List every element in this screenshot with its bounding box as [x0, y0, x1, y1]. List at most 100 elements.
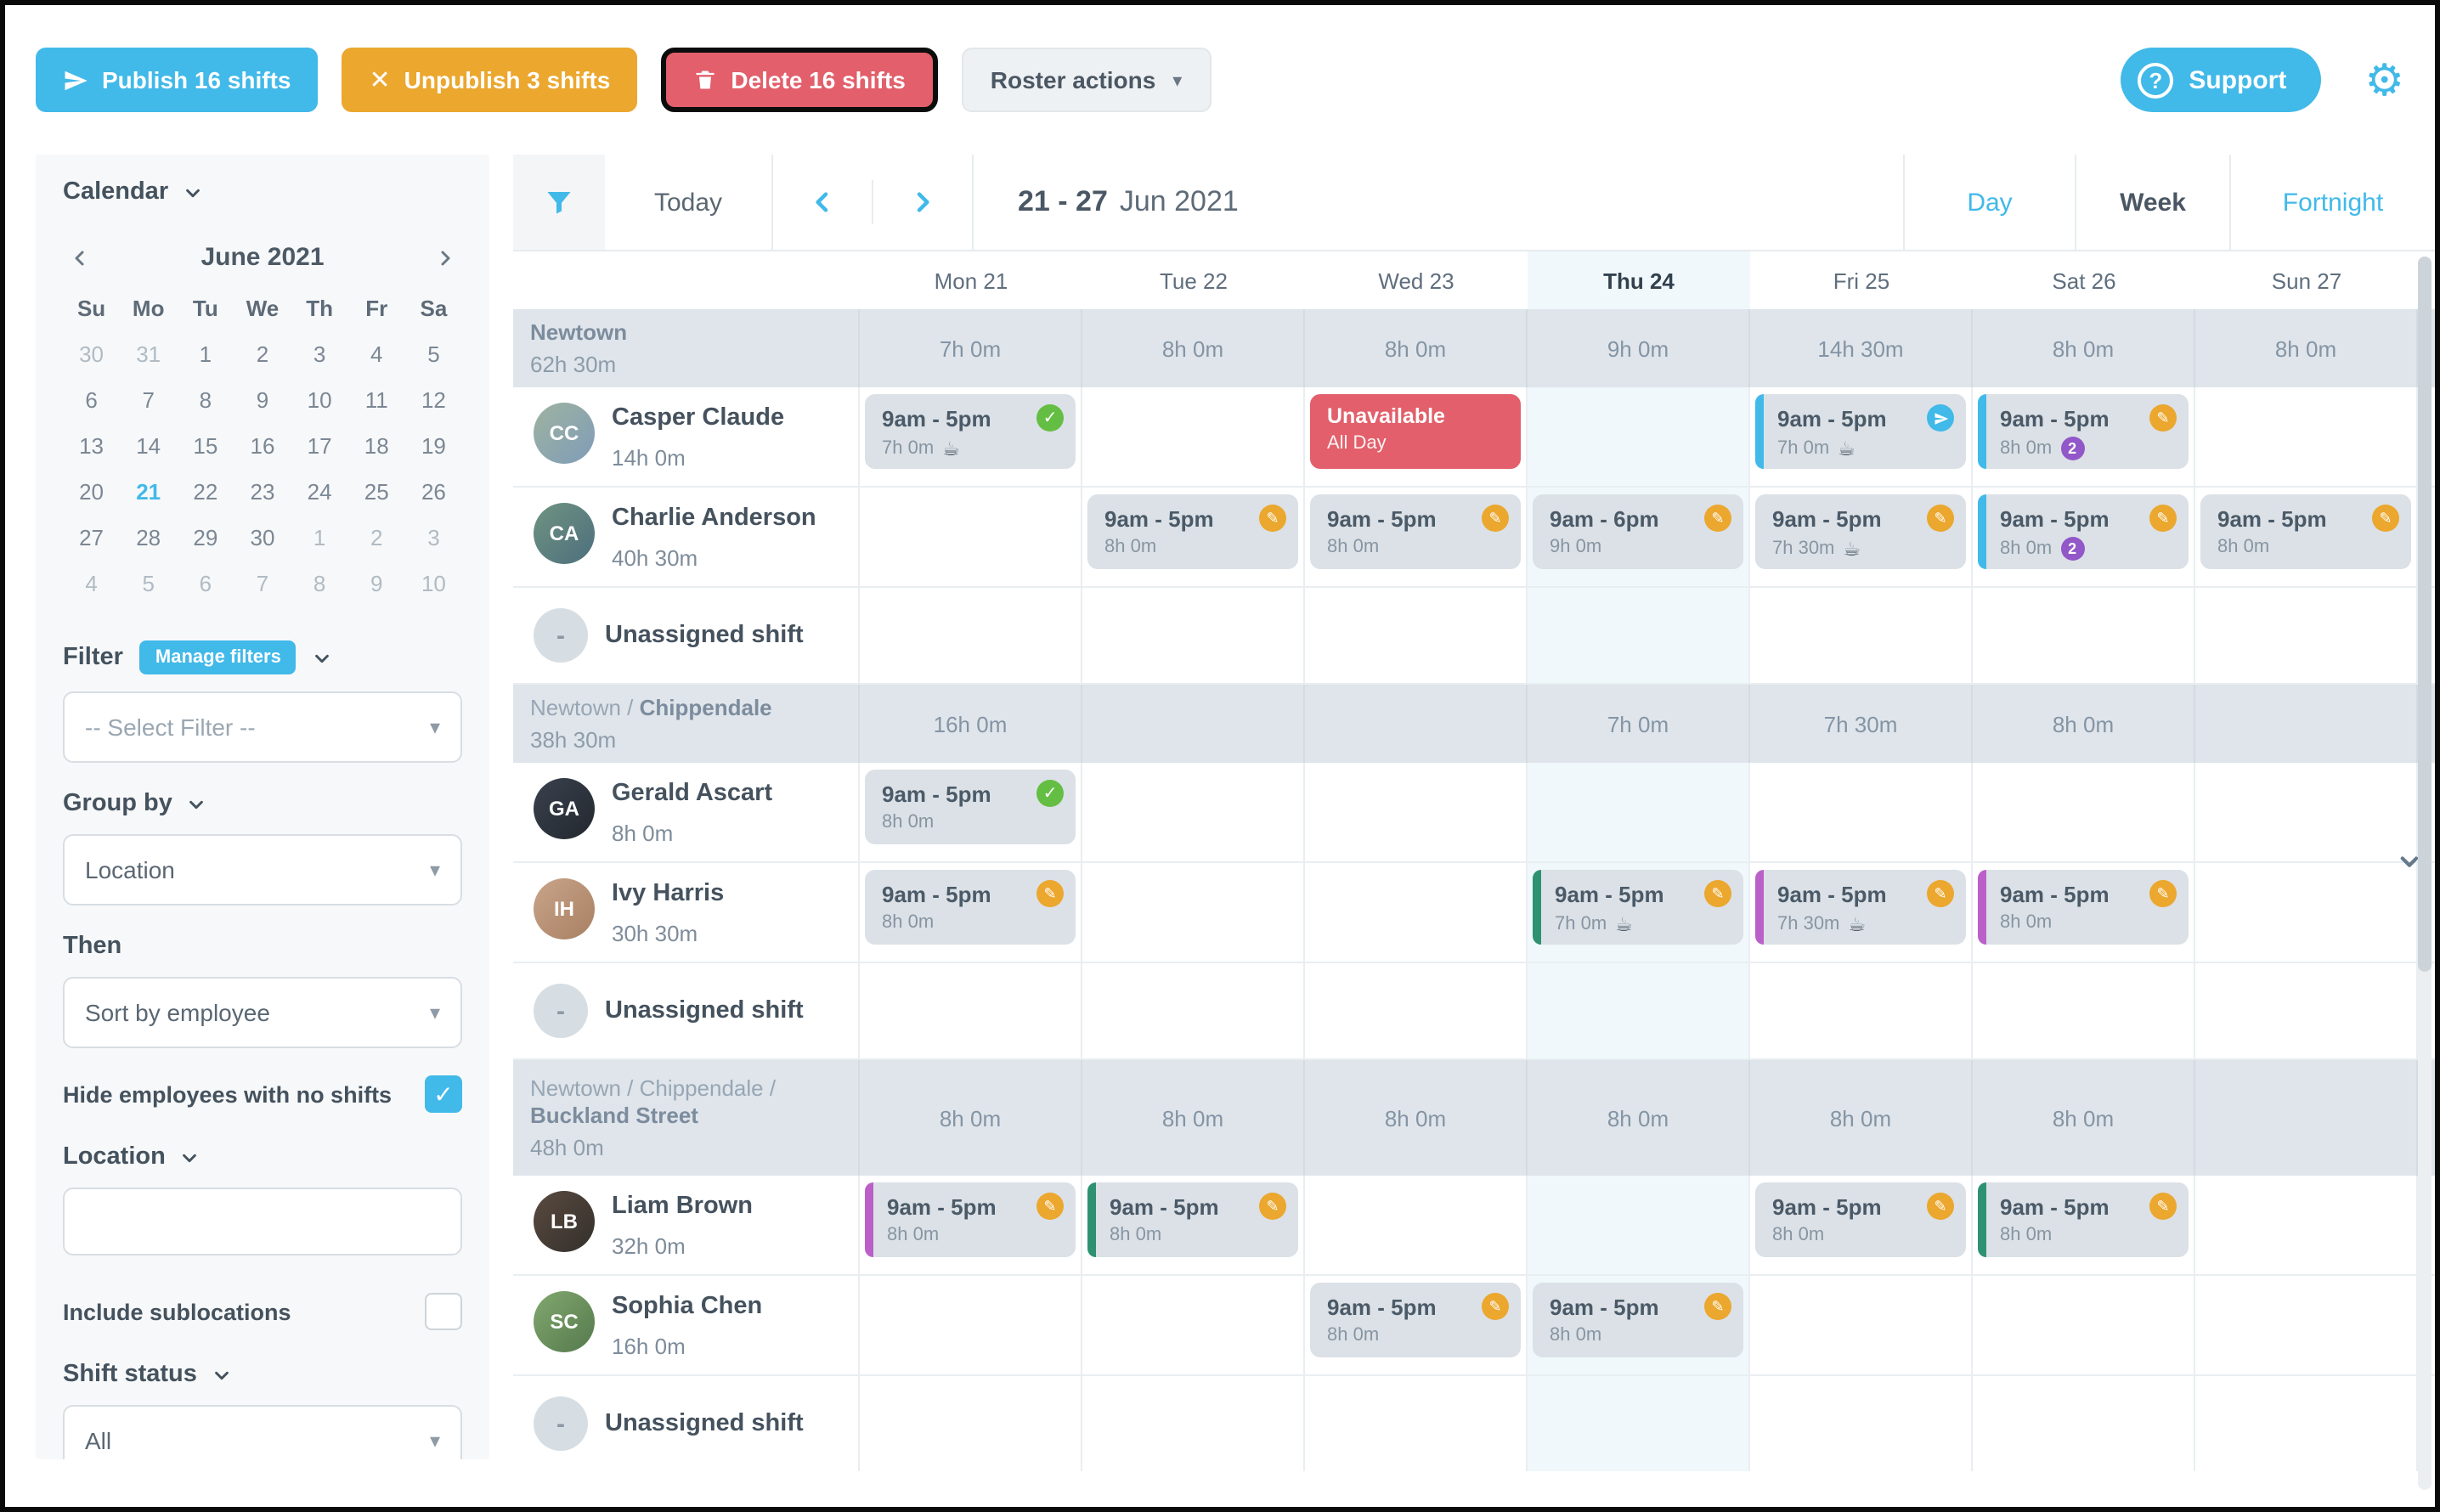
shift-cell[interactable] — [1750, 1276, 1973, 1374]
scrollbar-thumb[interactable] — [2418, 257, 2432, 973]
mini-calendar-day[interactable]: 5 — [427, 341, 440, 367]
manage-filters-button[interactable]: Manage filters — [139, 640, 297, 674]
mini-calendar-day[interactable]: 28 — [136, 525, 161, 550]
shift-cell[interactable] — [1973, 963, 2195, 1058]
shift-cell[interactable]: 9am - 5pm ✎ 8h 0m — [1082, 488, 1305, 586]
shift-cell[interactable] — [1973, 763, 2195, 861]
mini-calendar-day[interactable]: 17 — [307, 433, 332, 459]
mini-calendar-day[interactable]: 7 — [142, 387, 155, 413]
mini-calendar-day[interactable]: 31 — [136, 341, 161, 367]
view-tab-day[interactable]: Day — [1903, 155, 2075, 250]
shift-card[interactable]: 9am - 5pm ✎ 7h 30m ☕ — [1755, 870, 1966, 945]
hide-no-shifts-checkbox[interactable]: ✓ — [425, 1075, 462, 1113]
shift-cell[interactable]: 9am - 5pm ✓ 7h 0m ☕ — [860, 387, 1082, 486]
mini-calendar-day[interactable]: 4 — [370, 341, 383, 367]
shift-cell[interactable] — [1973, 1276, 2195, 1374]
mini-calendar-day[interactable]: 8 — [199, 387, 212, 413]
mini-calendar-day[interactable]: 22 — [193, 479, 218, 505]
calendar-section-toggle[interactable]: Calendar — [63, 178, 462, 206]
mini-calendar-day[interactable]: 4 — [85, 571, 98, 596]
shift-cell[interactable] — [1750, 588, 1973, 683]
mini-calendar-day[interactable]: 25 — [364, 479, 389, 505]
shift-cell[interactable] — [860, 588, 1082, 683]
shift-cell[interactable] — [1528, 1176, 1750, 1274]
shift-cell[interactable]: 9am - 5pm ✎ 8h 0m — [860, 863, 1082, 962]
shift-cell[interactable] — [2195, 763, 2418, 861]
shift-card[interactable]: 9am - 5pm ✎ 7h 30m ☕ — [1755, 494, 1966, 569]
include-sublocations-checkbox[interactable] — [425, 1293, 462, 1330]
mini-calendar-day[interactable]: 24 — [307, 479, 332, 505]
shift-cell[interactable] — [2195, 588, 2418, 683]
shift-cell[interactable] — [1528, 1376, 1750, 1471]
shift-cell[interactable] — [1305, 1376, 1528, 1471]
vertical-scrollbar[interactable] — [2418, 257, 2432, 1490]
shift-cell[interactable]: 9am - 5pm ✓ 8h 0m — [860, 763, 1082, 861]
shift-card[interactable]: 9am - 5pm ✎ 8h 0m — [865, 870, 1076, 945]
mini-calendar-day[interactable]: 6 — [199, 571, 212, 596]
view-tab-fortnight[interactable]: Fortnight — [2229, 155, 2435, 250]
delete-shifts-button[interactable]: Delete 16 shifts — [661, 48, 938, 112]
shift-cell[interactable] — [1082, 1376, 1305, 1471]
shift-cell[interactable] — [2195, 1376, 2418, 1471]
shift-cell[interactable]: 9am - 5pm ✎ 7h 0m ☕ — [1528, 863, 1750, 962]
shift-cell[interactable] — [1750, 763, 1973, 861]
shift-card[interactable]: 9am - 5pm ✎ 8h 0m — [1310, 494, 1521, 569]
mini-calendar-day[interactable]: 9 — [370, 571, 383, 596]
shift-cell[interactable] — [2195, 387, 2418, 486]
roster-actions-button[interactable]: Roster actions ▾ — [961, 48, 1212, 112]
shift-cell[interactable] — [860, 963, 1082, 1058]
shift-card[interactable]: 9am - 6pm ✎ 9h 0m — [1533, 494, 1743, 569]
shift-cell[interactable] — [1305, 963, 1528, 1058]
mini-calendar-prev-button[interactable] — [70, 247, 90, 268]
shift-cell[interactable] — [1082, 1276, 1305, 1374]
shift-cell[interactable] — [1082, 963, 1305, 1058]
shift-status-section-toggle[interactable]: Shift status — [63, 1361, 462, 1388]
shift-cell[interactable] — [2195, 1176, 2418, 1274]
mini-calendar-next-button[interactable] — [435, 247, 455, 268]
shift-cell[interactable] — [1750, 963, 1973, 1058]
mini-calendar-day[interactable]: 9 — [256, 387, 269, 413]
publish-shifts-button[interactable]: Publish 16 shifts — [36, 48, 319, 112]
shift-cell[interactable] — [1528, 963, 1750, 1058]
mini-calendar-day[interactable]: 29 — [193, 525, 218, 550]
shift-cell[interactable] — [1305, 863, 1528, 962]
view-tab-week[interactable]: Week — [2075, 155, 2229, 250]
group-by-section-toggle[interactable]: Group by — [63, 790, 462, 817]
mini-calendar-day[interactable]: 30 — [79, 341, 104, 367]
shift-cell[interactable] — [1082, 387, 1305, 486]
shift-card[interactable]: 9am - 5pm ✎ 8h 0m — [1310, 1283, 1521, 1357]
next-week-button[interactable] — [873, 155, 972, 250]
shift-card[interactable]: 9am - 5pm ✓ 8h 0m — [865, 770, 1076, 844]
shift-cell[interactable] — [860, 488, 1082, 586]
shift-cell[interactable] — [1305, 763, 1528, 861]
shift-cell[interactable] — [2195, 1276, 2418, 1374]
filter-funnel-button[interactable] — [513, 155, 605, 250]
mini-calendar-day[interactable]: 6 — [85, 387, 98, 413]
shift-cell[interactable] — [1750, 1376, 1973, 1471]
shift-card[interactable]: 9am - 5pm ✓ 7h 0m ☕ — [865, 394, 1076, 469]
mini-calendar-day[interactable]: 8 — [313, 571, 326, 596]
shift-cell[interactable]: Unavailable All Day — [1305, 387, 1528, 486]
mini-calendar-day[interactable]: 23 — [250, 479, 275, 505]
mini-calendar-day[interactable]: 27 — [79, 525, 104, 550]
then-sort-select[interactable]: Sort by employee ▾ — [63, 977, 462, 1048]
shift-cell[interactable]: 9am - 5pm ✎ 7h 30m ☕ — [1750, 863, 1973, 962]
mini-calendar-day[interactable]: 16 — [250, 433, 275, 459]
shift-card[interactable]: 9am - 5pm ✎ 8h 0m — [865, 1182, 1076, 1257]
shift-cell[interactable] — [1973, 1376, 2195, 1471]
shift-card[interactable]: 9am - 5pm ✎ 8h 0m — [1755, 1182, 1966, 1257]
shift-status-select[interactable]: All ▾ — [63, 1405, 462, 1459]
shift-card[interactable]: 9am - 5pm ✎ 8h 0m 2 — [1978, 494, 2189, 569]
shift-card[interactable]: 9am - 5pm ✎ 8h 0m — [2200, 494, 2411, 569]
shift-cell[interactable] — [860, 1376, 1082, 1471]
mini-calendar-day[interactable]: 1 — [199, 341, 212, 367]
mini-calendar-day[interactable]: 13 — [79, 433, 104, 459]
shift-card[interactable]: 9am - 5pm ✎ 7h 0m ☕ — [1533, 870, 1743, 945]
mini-calendar-day[interactable]: 30 — [250, 525, 275, 550]
mini-calendar-day[interactable]: 3 — [427, 525, 440, 550]
location-section-toggle[interactable]: Location — [63, 1143, 462, 1171]
shift-cell[interactable] — [1528, 387, 1750, 486]
mini-calendar-day[interactable]: 12 — [421, 387, 446, 413]
shift-cell[interactable] — [1528, 763, 1750, 861]
shift-cell[interactable] — [1082, 763, 1305, 861]
